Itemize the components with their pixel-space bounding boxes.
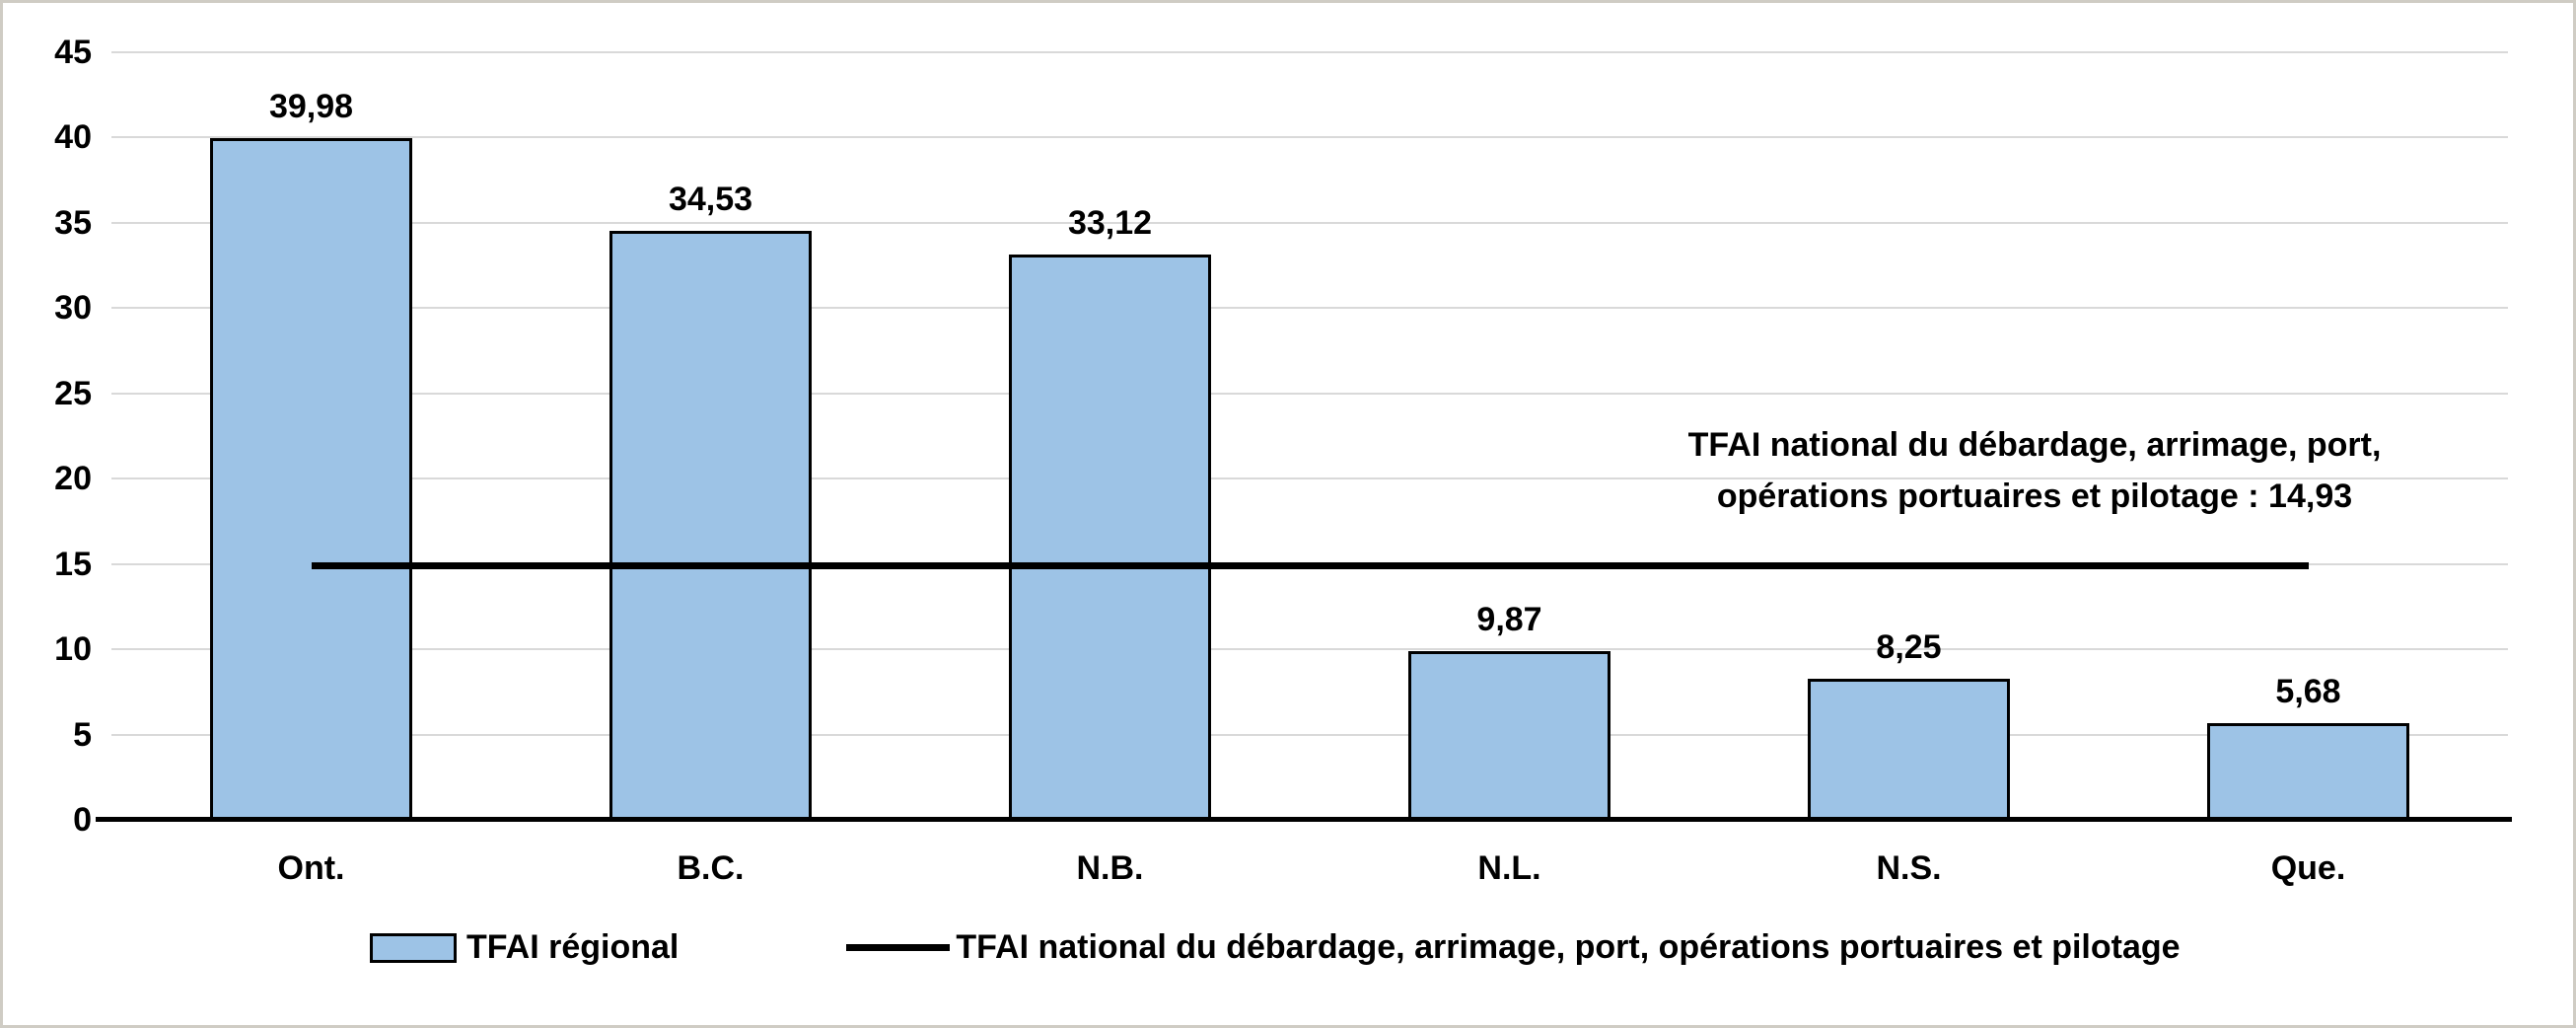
bar-column-Que.: 5,68 [2109,52,2508,820]
bar-B.C. [609,231,812,820]
bar-swatch-icon [370,932,457,963]
bar-value-label-Ont.: 39,98 [268,87,354,125]
bar-Ont. [210,137,412,820]
national-line-annotation: TFAI national du débardage, arrimage, po… [1601,419,2469,522]
y-tick-label-10: 10 [54,630,92,669]
gridline-40 [111,136,2508,139]
x-category-label-Que.: Que. [2270,849,2346,887]
gridline-25 [111,392,2508,395]
gridline-5 [111,733,2508,736]
bar-N.S. [1808,679,2010,820]
bar-N.B. [1009,255,1211,820]
y-tick-label-0: 0 [73,801,92,839]
x-category-label-B.C.: B.C. [677,849,745,887]
legend-label-national: TFAI national du débardage, arrimage, po… [956,928,2181,966]
x-category-label-N.L.: N.L. [1477,849,1541,887]
x-category-label-Ont.: Ont. [277,849,345,887]
y-tick-label-20: 20 [54,460,92,498]
gridline-30 [111,307,2508,310]
plot-area: 39,98 34,53 33,12 9,87 8,25 5,68 [111,51,2508,820]
annotation-line-2: opérations portuaires et pilotage : 14,9… [1716,477,2353,515]
y-tick-label-15: 15 [54,545,92,583]
bar-column-B.C.: 34,53 [511,52,910,820]
bar-column-N.L.: 9,87 [1310,52,1709,820]
bar-column-N.B.: 33,12 [910,52,1310,820]
bar-column-N.S.: 8,25 [1709,52,2109,820]
annotation-line-1: TFAI national du débardage, arrimage, po… [1687,426,2382,464]
bar-columns: 39,98 34,53 33,12 9,87 8,25 5,68 [111,52,2508,820]
x-axis-line [96,817,2512,822]
y-tick-label-35: 35 [54,203,92,242]
bar-value-label-N.L.: 9,87 [1476,601,1542,639]
x-category-label-N.B.: N.B. [1076,849,1144,887]
bar-value-label-N.B.: 33,12 [1067,204,1153,243]
bar-value-label-Que.: 5,68 [2275,672,2341,710]
legend-item-regional: TFAI régional [370,928,679,967]
y-tick-label-40: 40 [54,118,92,157]
legend: TFAI régional TFAI national du débardage… [370,928,2181,967]
y-tick-label-5: 5 [73,715,92,754]
x-category-label-N.S.: N.S. [1876,849,1942,887]
y-tick-label-45: 45 [54,34,92,71]
national-average-line [311,561,2309,569]
x-axis-category-labels: Ont. B.C. N.B. N.L. N.S. Que. [111,849,2508,888]
gridline-20 [111,477,2508,480]
gridline-35 [111,221,2508,224]
bar-N.L. [1408,651,1610,820]
bar-value-label-B.C.: 34,53 [668,181,753,218]
y-tick-label-25: 25 [54,374,92,412]
y-tick-label-30: 30 [54,289,92,328]
legend-item-national: TFAI national du débardage, arrimage, po… [846,928,2181,967]
gridline-45 [111,51,2508,53]
bar-Que. [2207,722,2409,820]
line-swatch-icon [846,944,951,951]
gridline-10 [111,648,2508,651]
bar-column-Ont.: 39,98 [111,52,511,820]
bar-value-label-N.S.: 8,25 [1876,628,1942,667]
legend-label-regional: TFAI régional [466,928,680,966]
